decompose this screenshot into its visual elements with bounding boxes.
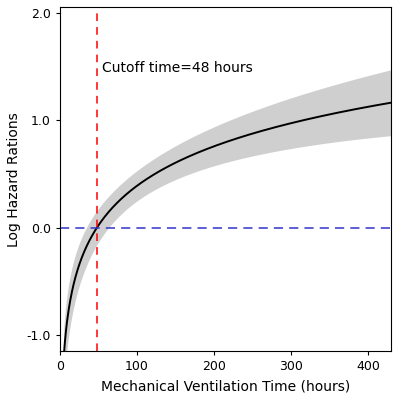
Y-axis label: Log Hazard Rations: Log Hazard Rations <box>7 112 21 247</box>
Text: Cutoff time=48 hours: Cutoff time=48 hours <box>102 61 253 75</box>
X-axis label: Mechanical Ventilation Time (hours): Mechanical Ventilation Time (hours) <box>101 379 350 393</box>
